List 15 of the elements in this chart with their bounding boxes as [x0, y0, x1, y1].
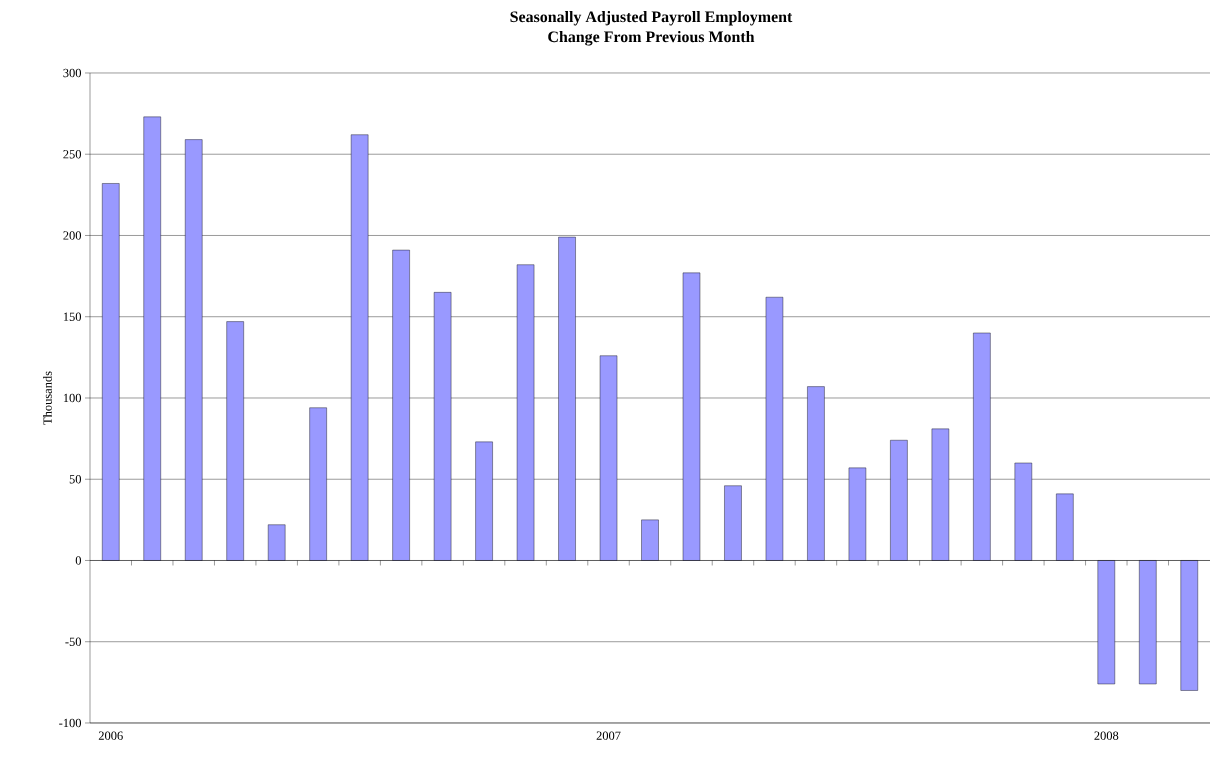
y-axis-title: Thousands [43, 371, 52, 425]
x-tick-label: 2008 [1094, 731, 1119, 740]
y-tick-label: -100 [59, 718, 82, 728]
chart-title: Seasonally Adjusted Payroll Employment [510, 10, 793, 26]
y-tick-label: 300 [63, 68, 82, 78]
x-tick-label: 2006 [98, 731, 123, 740]
x-tick-label: 2007 [596, 731, 621, 740]
y-tick-label: 0 [75, 556, 82, 565]
y-tick-label: -50 [65, 637, 82, 646]
y-tick-label: 250 [63, 150, 82, 159]
y-tick-label: 200 [63, 231, 82, 240]
y-tick-label: 50 [69, 475, 82, 484]
y-tick-label: 150 [63, 312, 82, 321]
y-tick-label: 100 [63, 393, 82, 403]
chart-subtitle: Change From Previous Month [548, 30, 755, 46]
